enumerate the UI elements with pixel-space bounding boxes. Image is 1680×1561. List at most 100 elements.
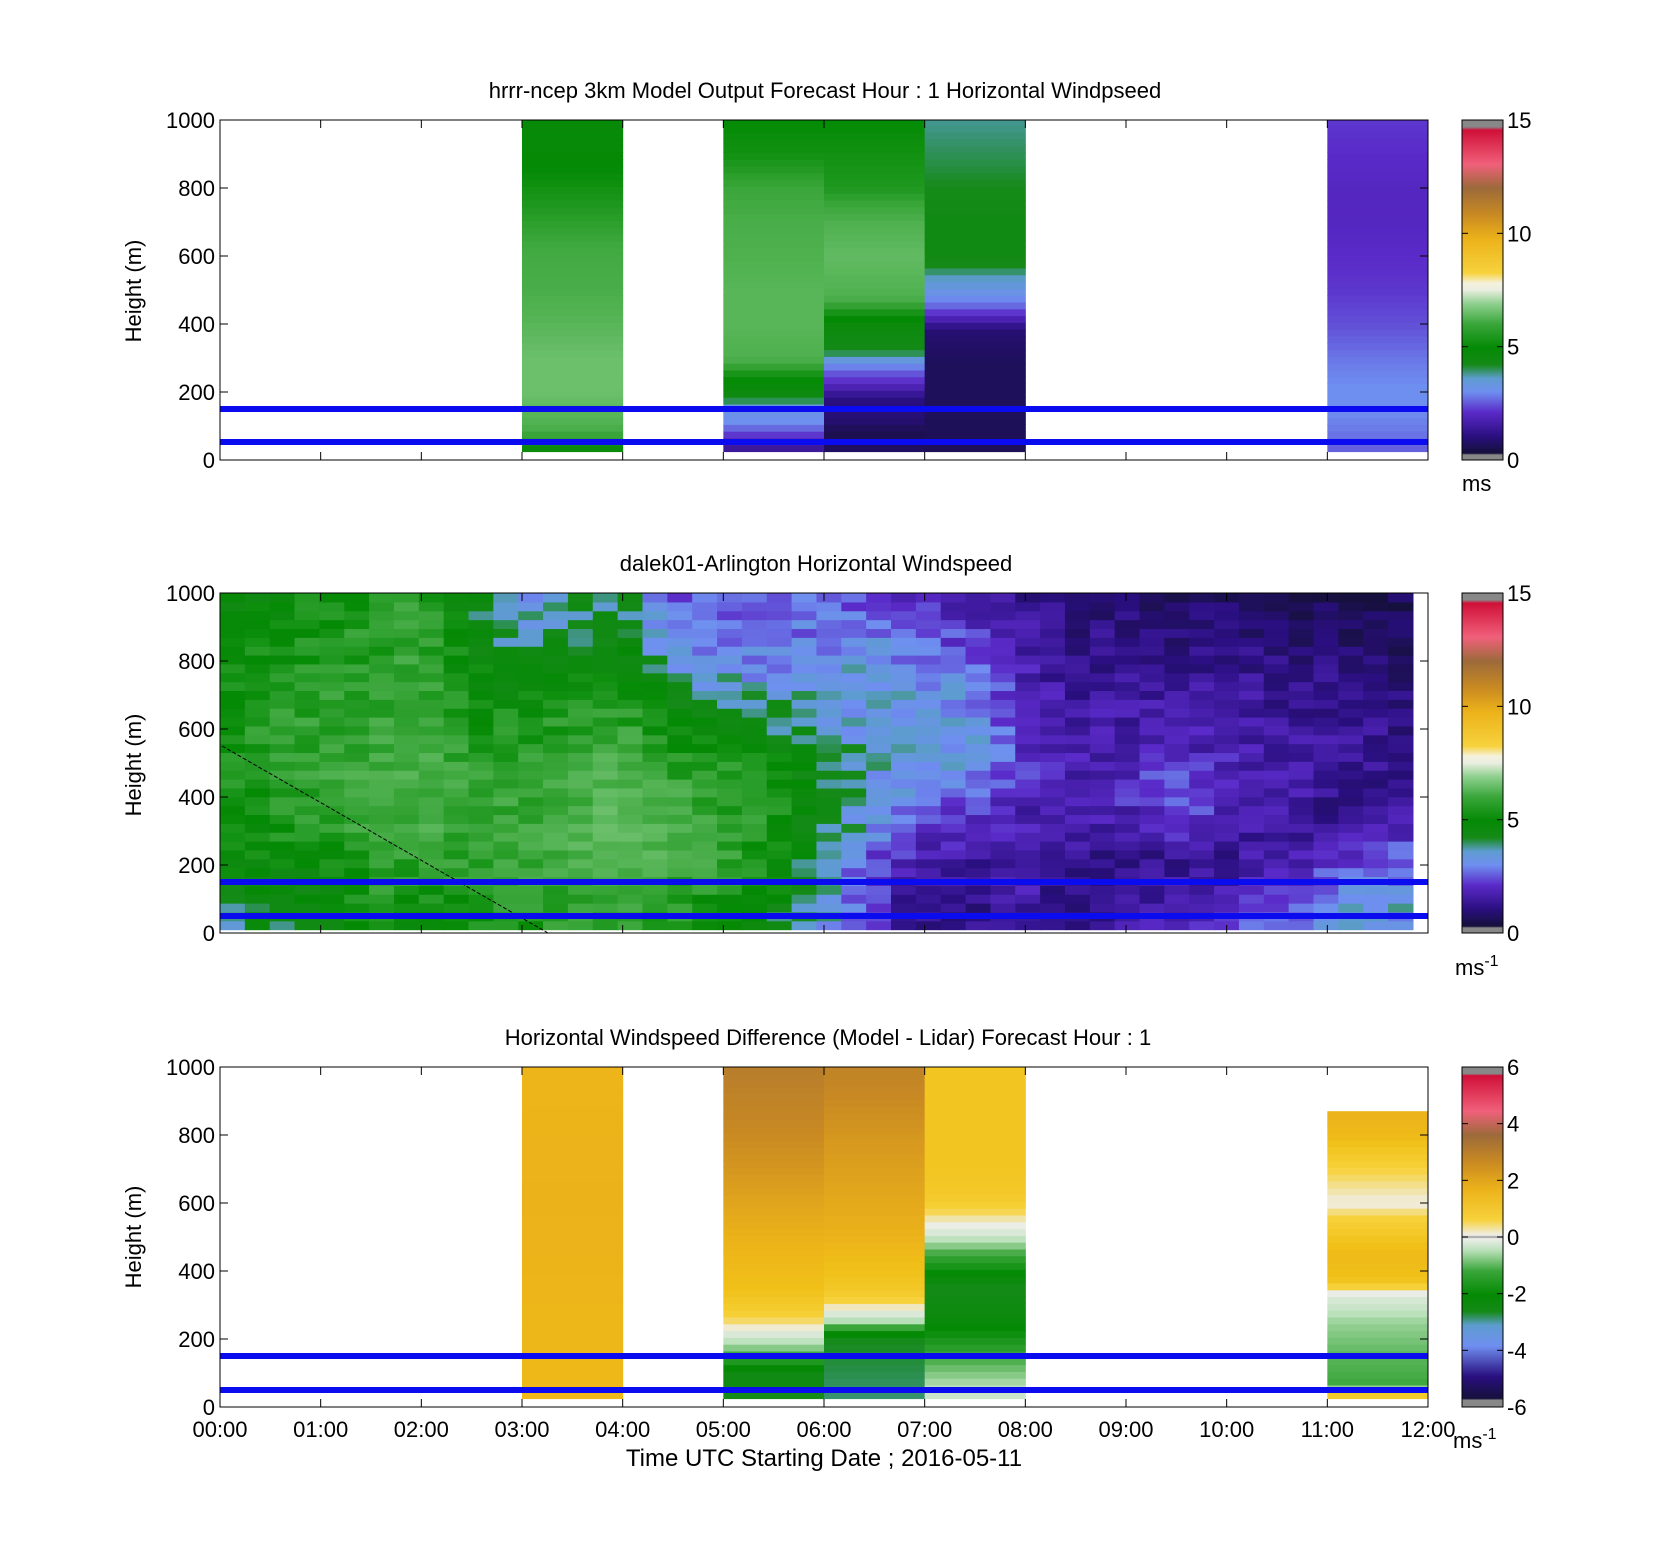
heatmap-cell xyxy=(723,165,825,174)
heatmap-cell xyxy=(468,761,494,771)
heatmap-cell xyxy=(741,601,768,612)
heatmap-cell xyxy=(723,120,825,126)
heatmap-cell xyxy=(294,601,321,612)
heatmap-cell xyxy=(1064,681,1091,692)
heatmap-cell xyxy=(522,1208,624,1216)
heatmap-cell xyxy=(522,213,624,221)
heatmap-cell xyxy=(766,672,793,683)
heatmap-cell xyxy=(824,295,926,303)
heatmap-cell xyxy=(1015,655,1041,665)
heatmap-cell xyxy=(717,646,743,656)
heatmap-cell xyxy=(940,690,967,700)
heatmap-cell xyxy=(269,787,296,798)
heatmap-cell xyxy=(791,725,818,736)
heatmap-cell xyxy=(1064,646,1091,656)
heatmap-cell xyxy=(344,628,370,638)
heatmap-cell xyxy=(443,805,470,816)
panel-model-ylabel: Height (m) xyxy=(121,240,146,343)
heatmap-cell xyxy=(294,655,321,665)
heatmap-cell xyxy=(617,849,644,860)
heatmap-cell xyxy=(1263,708,1290,718)
heatmap-cell xyxy=(319,849,345,860)
heatmap-cell xyxy=(924,274,1026,283)
heatmap-cell xyxy=(1040,593,1066,603)
heatmap-cell xyxy=(766,849,793,860)
heatmap-cell xyxy=(518,717,544,727)
heatmap-cell xyxy=(294,672,321,683)
heatmap-cell xyxy=(1089,708,1116,718)
heatmap-cell xyxy=(1040,805,1066,816)
heatmap-cell xyxy=(723,1255,825,1264)
heatmap-cell xyxy=(468,796,494,807)
heatmap-cell xyxy=(1338,717,1364,727)
heatmap-cell xyxy=(1189,920,1215,931)
heatmap-cell xyxy=(1089,805,1116,816)
heatmap-cell xyxy=(1164,841,1190,851)
heatmap-cell xyxy=(1327,125,1429,133)
heatmap-cell xyxy=(841,619,867,630)
heatmap-cell xyxy=(816,601,842,612)
heatmap-cell xyxy=(344,646,370,656)
heatmap-cell xyxy=(965,699,992,709)
heatmap-cell xyxy=(791,663,818,674)
heatmap-cell xyxy=(667,894,693,904)
heatmap-cell xyxy=(244,885,271,895)
heatmap-cell xyxy=(617,814,644,824)
heatmap-cell xyxy=(319,646,345,656)
heatmap-cell xyxy=(1263,725,1290,736)
heatmap-cell xyxy=(717,858,743,869)
heatmap-cell xyxy=(1263,867,1290,878)
heatmap-cell xyxy=(841,832,867,842)
heatmap-cell xyxy=(1327,288,1429,296)
heatmap-cell xyxy=(418,841,445,851)
heatmap-cell xyxy=(866,779,892,789)
heatmap-cell xyxy=(518,920,544,931)
heatmap-cell xyxy=(1214,681,1240,692)
heatmap-cell xyxy=(1064,885,1091,895)
heatmap-cell xyxy=(1164,628,1190,638)
heatmap-cell xyxy=(543,779,569,789)
heatmap-cell xyxy=(1263,717,1290,727)
heatmap-cell xyxy=(319,885,345,895)
heatmap-cell xyxy=(1363,681,1389,692)
heatmap-cell xyxy=(723,295,825,303)
heatmap-cell xyxy=(1139,920,1165,931)
heatmap-cell xyxy=(924,254,1026,262)
heatmap-cell xyxy=(1189,593,1215,603)
heatmap-cell xyxy=(990,841,1016,851)
heatmap-cell xyxy=(1327,376,1429,385)
heatmap-cell xyxy=(443,734,470,745)
heatmap-cell xyxy=(891,823,917,833)
heatmap-cell xyxy=(824,1167,926,1175)
heatmap-cell xyxy=(1313,770,1339,780)
heatmap-cell xyxy=(1139,601,1165,612)
heatmap-cell xyxy=(891,708,917,718)
heatmap-cell xyxy=(443,779,470,789)
heatmap-cell xyxy=(816,832,842,842)
heatmap-cell xyxy=(567,787,594,798)
heatmap-cell xyxy=(1015,920,1041,931)
heatmap-cell xyxy=(841,796,867,807)
heatmap-cell xyxy=(667,619,693,630)
heatmap-cell xyxy=(1363,796,1389,807)
heatmap-cell xyxy=(1114,646,1141,656)
heatmap-cell xyxy=(766,770,793,780)
heatmap-cell xyxy=(1327,247,1429,255)
heatmap-cell xyxy=(1089,690,1116,700)
heatmap-cell xyxy=(866,690,892,700)
heatmap-cell xyxy=(1164,708,1190,718)
heatmap-cell xyxy=(244,779,271,789)
heatmap-cell xyxy=(1064,672,1091,683)
heatmap-cell xyxy=(990,601,1016,612)
xtick-label: 02:00 xyxy=(394,1417,449,1442)
heatmap-cell xyxy=(1288,717,1315,727)
heatmap-cell xyxy=(522,342,624,351)
heatmap-cell xyxy=(344,796,370,807)
heatmap-cell xyxy=(393,637,420,647)
heatmap-cell xyxy=(924,329,1026,337)
heatmap-cell xyxy=(1064,743,1091,754)
heatmap-cell xyxy=(518,663,544,674)
heatmap-cell xyxy=(543,619,569,630)
heatmap-cell xyxy=(1263,894,1290,904)
